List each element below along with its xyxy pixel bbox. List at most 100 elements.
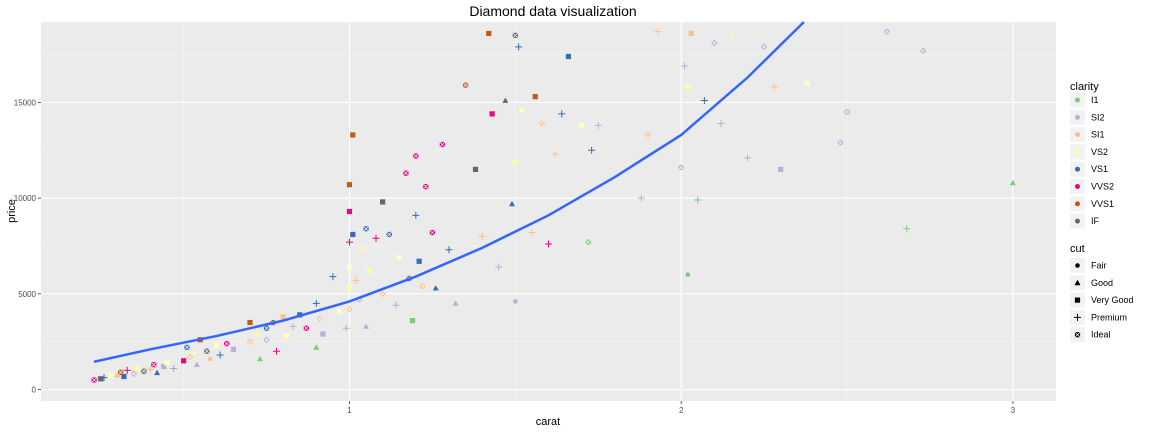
data-point [744, 154, 752, 162]
data-point [545, 240, 552, 248]
legend-label: Ideal [1091, 330, 1111, 340]
data-point [386, 231, 393, 238]
y-tick-label: 15000 [14, 98, 37, 107]
data-point [416, 258, 422, 264]
cut-legend-title: cut [1070, 243, 1085, 255]
data-point [462, 82, 469, 89]
axis-ticks: 0 5000 10000 15000 1 2 3 [14, 98, 1016, 415]
data-point [223, 340, 230, 347]
data-point [515, 43, 523, 51]
data-point [346, 208, 353, 215]
data-points [91, 28, 1016, 383]
gridlines [41, 22, 1056, 401]
data-point [121, 373, 127, 380]
legend-label: SI2 [1091, 112, 1105, 122]
data-point [594, 121, 602, 129]
data-point [140, 368, 147, 375]
legend-swatch [1074, 313, 1081, 321]
data-point [403, 170, 409, 177]
data-point [193, 361, 200, 368]
data-point [366, 268, 372, 274]
data-point [247, 319, 253, 326]
data-point [289, 322, 297, 330]
data-point [181, 358, 187, 364]
data-point [519, 107, 525, 113]
data-point [273, 347, 281, 355]
cut-legend: cut Fair Good Very Good Premium Ideal [1070, 243, 1134, 343]
y-axis-label: price [6, 199, 18, 223]
data-point [342, 324, 350, 332]
data-point [688, 30, 694, 37]
data-point [263, 325, 270, 332]
data-point [439, 141, 446, 148]
data-point [161, 363, 167, 370]
data-point [685, 272, 691, 277]
data-point [778, 166, 784, 172]
legend-label: IF [1091, 216, 1100, 226]
legend-swatch [1074, 331, 1081, 338]
legend-swatch [1075, 218, 1080, 224]
data-point [588, 146, 596, 154]
data-point [644, 131, 652, 139]
data-point [150, 361, 157, 368]
data-point [472, 166, 479, 172]
data-point [578, 122, 585, 129]
data-point [509, 200, 516, 207]
data-point [184, 344, 190, 351]
data-point [204, 348, 210, 355]
chart-title: Diamond data visualization [469, 3, 636, 19]
data-point [253, 330, 261, 338]
data-point [213, 342, 220, 349]
x-axis-label: carat [536, 416, 560, 428]
data-point [329, 273, 337, 281]
legend-label: VVS2 [1091, 182, 1114, 192]
data-point [170, 364, 178, 372]
data-point [363, 225, 369, 232]
data-point [678, 164, 685, 171]
data-point [837, 139, 844, 146]
clarity-legend-title: clarity [1070, 81, 1099, 93]
data-point [551, 150, 559, 158]
data-point [396, 254, 403, 261]
legend-label: Fair [1091, 261, 1107, 271]
data-point [187, 354, 194, 360]
data-point [512, 159, 518, 165]
data-point [303, 325, 310, 332]
data-point [320, 331, 326, 337]
legend-swatch [1075, 132, 1080, 138]
legend-swatch [1075, 149, 1080, 155]
data-point [513, 299, 518, 304]
data-point [363, 323, 370, 329]
data-point [280, 314, 286, 320]
data-point [359, 246, 367, 254]
data-point [146, 365, 154, 373]
y-tick-label: 0 [32, 386, 37, 395]
data-point [256, 355, 263, 362]
data-point [230, 346, 236, 352]
legend-swatch [1075, 263, 1080, 268]
data-point [727, 31, 735, 39]
legend-swatch [1075, 201, 1080, 207]
data-point [654, 28, 662, 36]
data-point [91, 377, 97, 383]
data-point [700, 96, 708, 104]
data-point [283, 333, 290, 339]
data-point [1009, 179, 1016, 186]
data-point [345, 238, 353, 246]
legend-swatch [1075, 97, 1080, 103]
data-point [123, 366, 131, 374]
data-point [346, 285, 353, 291]
smooth-trend-line [93, 21, 805, 363]
data-point [489, 111, 495, 117]
data-point [770, 83, 778, 91]
legend-swatch [1074, 297, 1081, 303]
data-point [565, 53, 572, 60]
data-point [380, 199, 386, 205]
data-point [313, 344, 320, 350]
data-point [637, 194, 645, 202]
legend-label: VS1 [1091, 164, 1108, 174]
data-point [502, 97, 509, 103]
legend-swatch [1075, 166, 1080, 172]
data-point [409, 318, 416, 324]
